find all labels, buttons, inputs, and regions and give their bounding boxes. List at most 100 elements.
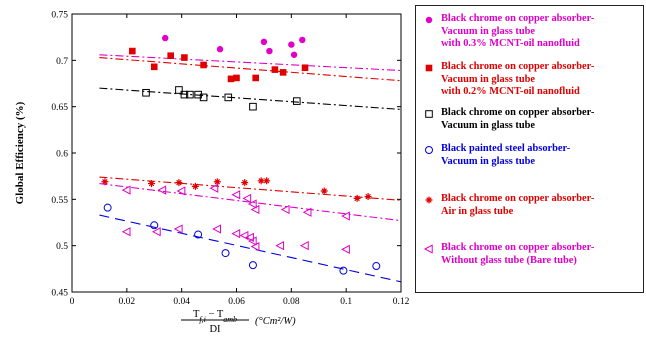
series-5-point — [157, 185, 167, 195]
series-0-point — [299, 36, 306, 44]
series-5-point — [250, 241, 260, 252]
x-tick-label: 0.04 — [173, 297, 190, 307]
legend-label: Black painted steel absorber- Vacuum in g… — [441, 143, 643, 168]
series-5-point — [299, 241, 309, 251]
series-4-point — [101, 178, 109, 186]
series-4-point — [213, 178, 221, 186]
legend-label: Black chrome on copper absorber- Vacuum i… — [441, 107, 643, 132]
legend-label-line: with 0.2% MCNT-oil nanofluid — [441, 86, 580, 98]
legend-marker-icon — [425, 146, 433, 154]
legend-label-line: Black chrome on copper absorber- — [441, 107, 595, 118]
series-4-point — [257, 177, 265, 185]
series-5-point — [250, 204, 260, 215]
series-3-point — [150, 221, 159, 230]
legend-label-line: Air in glass tube — [441, 205, 514, 217]
series-4-point — [241, 179, 249, 187]
legend-label-line: Black chrome on copper absorber- — [441, 193, 595, 204]
series-1-point — [233, 74, 240, 82]
series-5-point — [280, 204, 290, 215]
series-4-point — [263, 177, 271, 185]
legend-label-line: Vacuum in glass tube — [441, 119, 536, 131]
y-tick-label: 0.75 — [51, 11, 68, 21]
series-3-point — [372, 262, 381, 271]
series-1-point — [279, 69, 287, 76]
series-2-point — [180, 90, 189, 99]
y-tick-label: 0.45 — [51, 289, 68, 299]
y-tick-label: 0.6 — [56, 150, 68, 160]
legend-marker-icon — [425, 16, 433, 24]
series-5-point — [247, 199, 257, 209]
legend-label: Black chrome on copper absorber- Without … — [441, 242, 643, 267]
x-tick-label: 0.12 — [393, 297, 410, 307]
series-5-point — [231, 228, 241, 239]
series-2-point — [142, 88, 150, 97]
series-0-point — [260, 38, 268, 45]
series-0-fit-line — [99, 54, 402, 72]
legend-marker-icon — [425, 64, 433, 72]
x-axis-label-unit: (°Cm²/W) — [255, 316, 296, 327]
series-3-point — [194, 230, 203, 239]
series-0-point — [266, 47, 273, 55]
legend-label: Black chrome on copper absorber- Vacuum i… — [441, 61, 643, 99]
legend-marker-icon — [425, 110, 433, 118]
series-2-point — [249, 102, 257, 111]
series-2-point — [224, 93, 233, 102]
legend-label-line: Black chrome on copper absorber- — [441, 61, 595, 72]
series-3-point — [103, 203, 112, 212]
legend-label-line: Black chrome on copper absorber- — [441, 13, 595, 24]
series-2-point — [293, 97, 301, 105]
x-tick-label: 0.1 — [340, 297, 352, 307]
series-5-point — [121, 185, 131, 195]
legend-label-line: Black painted steel absorber- — [441, 143, 571, 154]
legend-marker-icon — [423, 244, 433, 254]
series-1-fit-line — [99, 57, 402, 82]
legend-label-line: Black chrome on copper absorber- — [441, 242, 595, 253]
series-0-point — [288, 41, 295, 48]
series-2-point — [175, 86, 183, 94]
series-5-point — [275, 241, 285, 251]
series-4-point — [175, 179, 183, 187]
series-0-point — [162, 34, 169, 42]
series-2-point — [186, 90, 194, 99]
series-5-point — [247, 236, 257, 246]
series-1-point — [252, 74, 259, 82]
series-3-point — [248, 261, 257, 270]
legend-label-line: with 0.3% MCNT-oil nanofluid — [441, 38, 580, 50]
series-0-point — [290, 51, 298, 58]
y-tick-label: 0.65 — [51, 103, 68, 113]
series-1-point — [301, 64, 309, 72]
series-0-point — [216, 46, 224, 53]
series-5-point — [231, 190, 241, 200]
legend-label-line: Vacuum in glass tube — [441, 155, 536, 167]
y-axis-label: Global Efficiency (%) — [14, 101, 26, 204]
series-5-point — [176, 186, 186, 196]
series-1-point — [129, 47, 136, 55]
x-axis-label-denominator: DI — [209, 324, 221, 335]
series-3-point — [339, 266, 348, 275]
series-5-point — [341, 244, 350, 255]
series-3-fit-line — [99, 214, 402, 283]
series-2-point — [199, 93, 208, 102]
x-axis-label-numerator: Tf,i − Tamb — [193, 309, 237, 324]
series-5-point — [212, 224, 222, 234]
series-4-point — [148, 180, 156, 188]
series-5-point — [239, 230, 249, 241]
series-5-point — [242, 193, 252, 204]
x-tick-label: 0.06 — [228, 297, 245, 307]
series-1-point — [227, 75, 235, 83]
series-4-point — [364, 193, 372, 201]
legend-label: Black chrome on copper absorber- Air in g… — [441, 193, 643, 218]
series-3-point — [221, 249, 230, 258]
series-5-point — [121, 227, 131, 237]
legend-label-line: Without glass tube (Bare tube) — [441, 254, 577, 266]
legend-label-line: Vacuum in glass tube — [441, 25, 536, 37]
series-4-point — [191, 182, 199, 190]
series-5-point — [341, 211, 350, 221]
series-2-point — [194, 90, 202, 99]
series-5-point — [151, 227, 161, 237]
efficiency-chart: 0 0.02 0.04 0.06 0.08 0.1 0.12 0.45 0.5 0.55 0.6 0.… — [14, 11, 410, 336]
series-1-point — [181, 54, 188, 61]
y-tick-label: 0.5 — [56, 242, 68, 252]
y-tick-label: 0.55 — [51, 196, 68, 206]
series-5-point — [245, 232, 254, 242]
